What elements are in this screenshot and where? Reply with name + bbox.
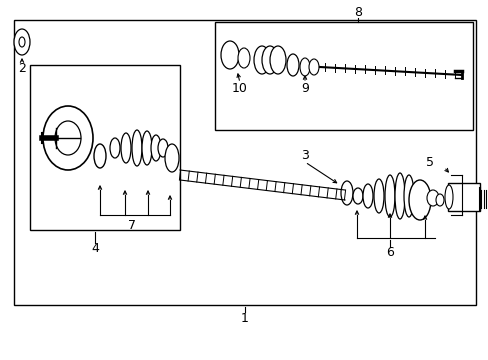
Ellipse shape [164,144,179,172]
Ellipse shape [151,135,161,161]
Ellipse shape [55,121,81,155]
Ellipse shape [435,194,443,206]
Ellipse shape [110,138,120,158]
Text: 7: 7 [128,219,136,231]
Text: 8: 8 [353,5,361,18]
Bar [215,22,472,130]
Bar [30,65,180,230]
Ellipse shape [340,181,352,205]
Ellipse shape [14,29,30,55]
Ellipse shape [19,37,25,47]
Text: 2: 2 [18,62,26,75]
Ellipse shape [238,48,249,68]
Ellipse shape [158,139,168,157]
Bar [14,20,475,305]
Ellipse shape [142,131,152,165]
Text: 3: 3 [301,149,308,162]
Ellipse shape [121,133,131,163]
Ellipse shape [43,106,93,170]
Text: 4: 4 [91,242,99,255]
Ellipse shape [286,54,298,76]
Ellipse shape [269,46,285,74]
Ellipse shape [299,58,309,76]
Ellipse shape [352,188,362,204]
Ellipse shape [308,59,318,75]
Ellipse shape [426,190,438,206]
Ellipse shape [444,185,452,209]
Ellipse shape [253,46,269,74]
Ellipse shape [373,179,383,213]
Ellipse shape [408,180,430,220]
Text: 6: 6 [385,246,393,258]
Text: 5: 5 [425,156,433,168]
Ellipse shape [262,46,278,74]
Ellipse shape [221,41,239,69]
Ellipse shape [132,130,142,166]
Ellipse shape [403,175,413,217]
Ellipse shape [394,173,404,219]
Bar [447,183,479,211]
Ellipse shape [94,144,106,168]
Text: 1: 1 [241,311,248,324]
Ellipse shape [384,175,394,217]
Ellipse shape [362,184,372,208]
Text: 10: 10 [232,81,247,95]
Text: 9: 9 [301,81,308,95]
